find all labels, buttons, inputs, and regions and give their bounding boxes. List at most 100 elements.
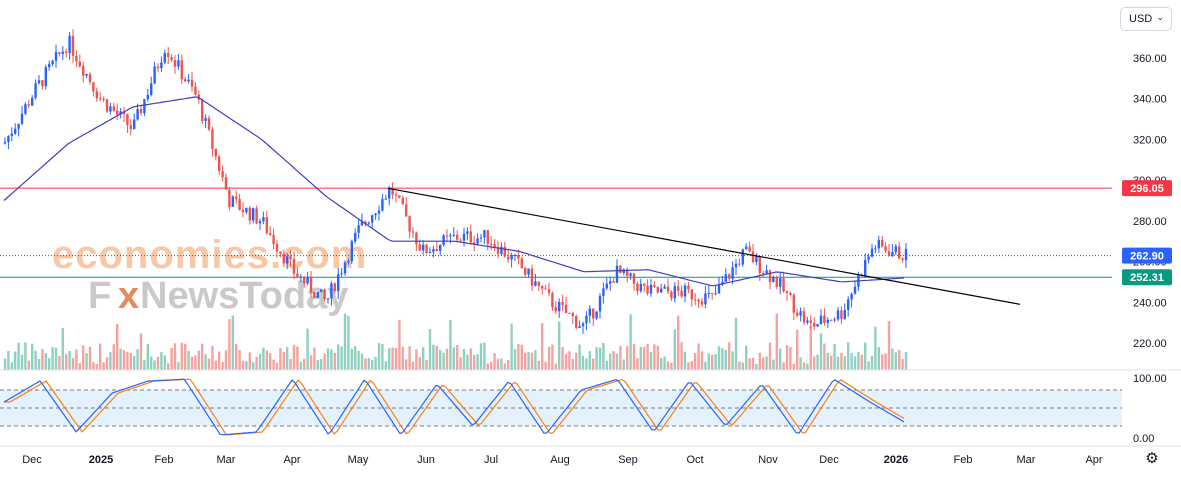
volume-bar	[129, 352, 132, 370]
volume-bar	[241, 360, 245, 370]
volume-bar	[265, 350, 268, 370]
candle-body	[473, 242, 476, 244]
candle-body	[762, 273, 765, 275]
gear-icon[interactable]: ⚙	[1145, 450, 1159, 467]
candle-body	[27, 104, 30, 106]
candle-body	[551, 293, 554, 308]
candle-body	[741, 249, 744, 265]
volume-bar	[313, 347, 316, 370]
candle-body	[874, 248, 877, 250]
candle-body	[418, 244, 421, 251]
volume-bar	[214, 360, 217, 370]
candle-body	[85, 73, 88, 76]
candle-body	[425, 244, 428, 254]
candle-body	[792, 294, 795, 313]
volume-bar	[207, 358, 211, 370]
volume-bar	[581, 355, 585, 370]
candle-body	[714, 293, 717, 295]
candle-body	[867, 256, 870, 260]
candle-body	[836, 310, 840, 320]
volume-bar	[466, 354, 469, 370]
volume-bar	[598, 347, 602, 370]
candle-body	[330, 283, 333, 299]
volume-bar	[146, 344, 149, 370]
volume-bar	[527, 352, 530, 370]
candle-body	[398, 195, 401, 198]
volume-bar	[802, 362, 806, 370]
volume-bar	[116, 323, 119, 370]
candle-body	[847, 299, 850, 310]
candle-body	[88, 73, 92, 83]
candle-body	[92, 82, 95, 92]
candle-body	[864, 259, 867, 277]
candle-body	[337, 274, 340, 292]
volume-bar	[639, 346, 642, 370]
candle-body	[799, 311, 802, 316]
volume-bar	[177, 362, 180, 370]
candle-body	[262, 217, 265, 222]
volume-bar	[61, 328, 64, 370]
volume-bar	[445, 348, 449, 370]
trendline-segment	[387, 187, 1021, 305]
time-axis[interactable]: Dec 2025 Feb Mar Apr May Jun Jul Aug Sep Oct Nov Dec…	[22, 454, 1103, 466]
candle-body	[724, 274, 727, 282]
candle-body	[765, 270, 768, 274]
volume-bar	[830, 355, 833, 370]
volume-bar	[10, 362, 13, 370]
volume-bar	[860, 354, 863, 370]
candle-body	[653, 285, 656, 287]
currency-select[interactable]: USD ⌄	[1120, 7, 1172, 31]
volume-bar	[367, 357, 370, 370]
volume-bar	[622, 359, 625, 370]
volume-bar	[92, 362, 95, 370]
chevron-down-icon: ⌄	[1156, 12, 1164, 22]
volume-bar	[31, 343, 34, 370]
volume-bar	[248, 352, 251, 370]
candle-body	[10, 133, 13, 136]
volume-bar	[299, 361, 302, 370]
candle-body	[255, 208, 258, 224]
candle-body	[388, 187, 391, 199]
candle-body	[898, 246, 901, 259]
volume-bar	[422, 347, 425, 370]
volume-bar	[731, 351, 734, 370]
candle-body	[748, 246, 751, 252]
volume-bar	[473, 355, 476, 370]
candle-body	[95, 91, 98, 99]
volume-bar	[102, 362, 105, 370]
candle-body	[272, 234, 275, 245]
volume-bar	[612, 351, 615, 370]
volume-bar	[462, 348, 466, 370]
candle-body	[449, 235, 452, 237]
candle-body	[320, 289, 323, 292]
volume-bar	[459, 357, 462, 370]
candle-body	[707, 292, 710, 294]
y-tick-label: 220.00	[1133, 338, 1167, 350]
volume-bar	[354, 346, 357, 370]
candle-body	[54, 52, 58, 61]
watermark-x: x	[118, 275, 139, 317]
volume-bar	[490, 361, 493, 370]
volume-bar	[738, 361, 741, 370]
volume-bar	[343, 313, 347, 370]
price-axis[interactable]: 360.00340.00320.00300.00280.00260.00240.…	[0, 53, 1181, 447]
volume-bar	[751, 357, 755, 370]
volume-bar	[479, 343, 483, 370]
volume-bar	[75, 349, 78, 370]
candle-body	[462, 233, 466, 241]
volume-bar	[602, 342, 605, 370]
candle-body	[194, 86, 197, 95]
stoch-band	[0, 389, 1122, 427]
volume-bar	[160, 351, 163, 370]
volume-bar	[857, 351, 860, 370]
candle-body	[299, 276, 302, 278]
candle-body	[901, 258, 904, 261]
volume-bar	[173, 343, 177, 370]
candle-body	[204, 118, 207, 121]
volume-bar	[704, 361, 707, 370]
candle-body	[694, 299, 697, 301]
volume-bar	[170, 347, 173, 370]
candle-body	[677, 286, 680, 291]
